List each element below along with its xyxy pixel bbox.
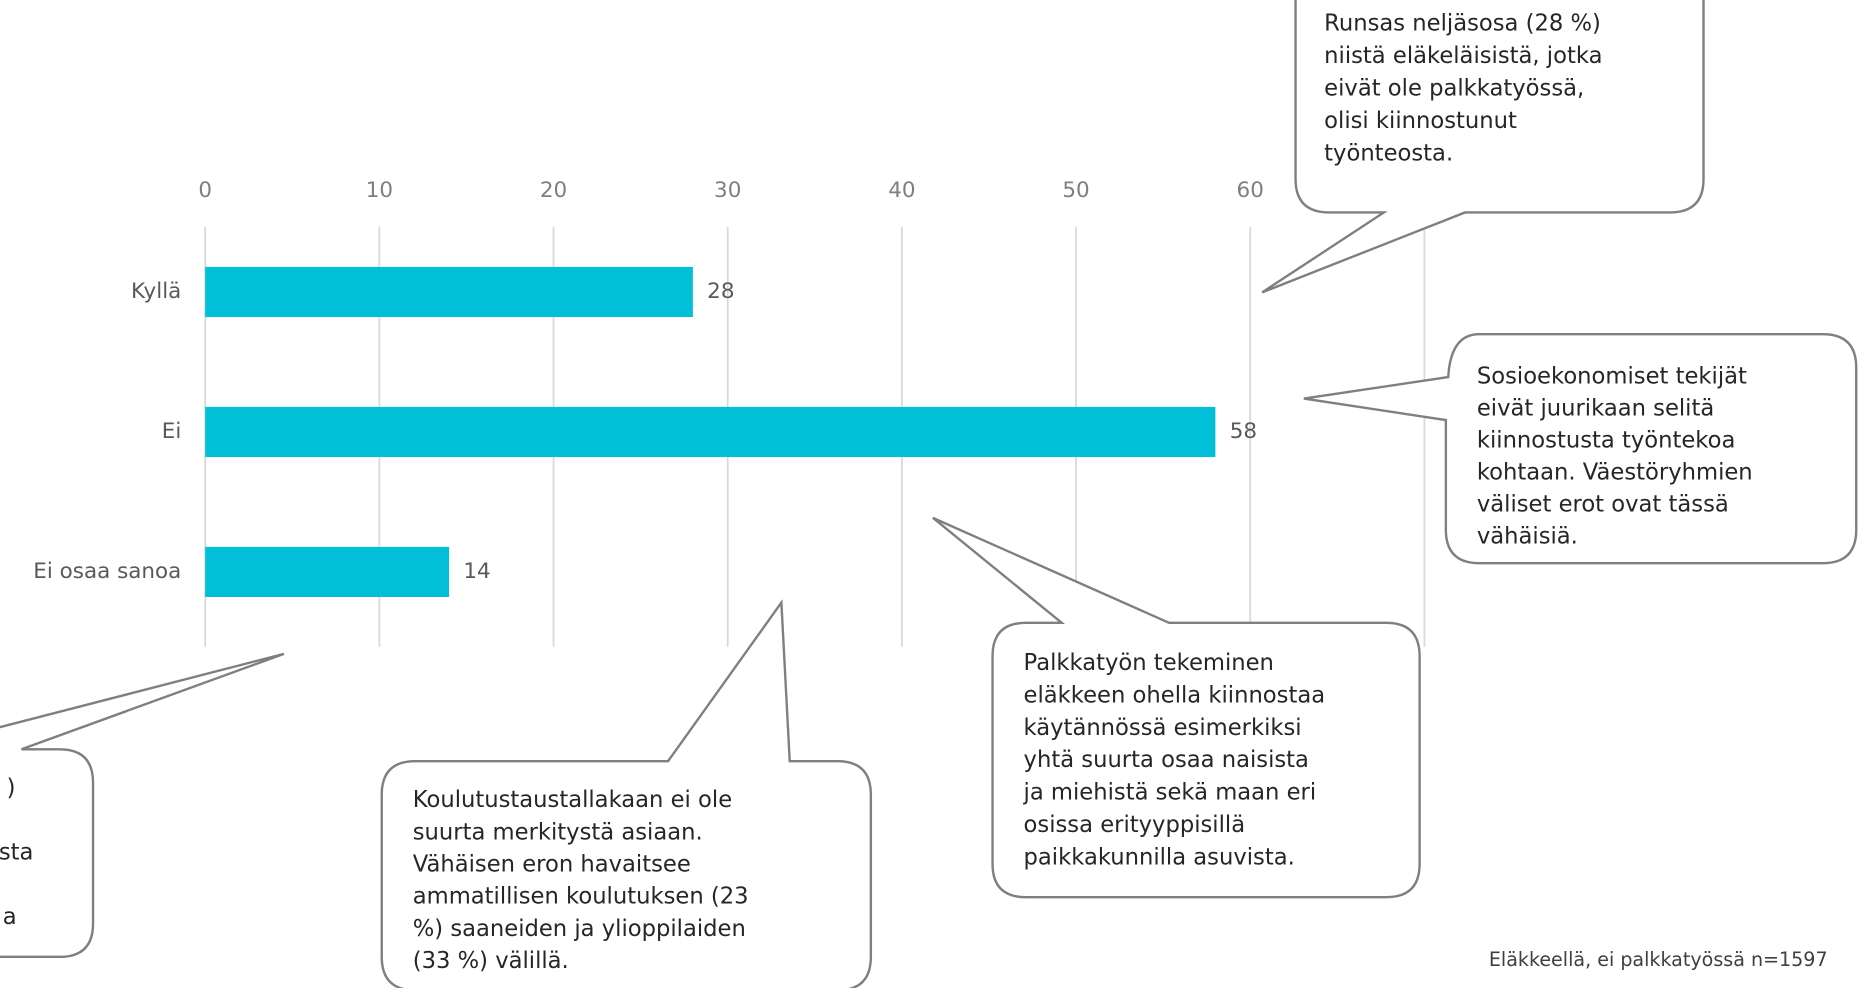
- x-tick-label: 10: [366, 178, 393, 203]
- annotation-line: olisi kiinnostunut: [1324, 108, 1517, 134]
- annotation-line: väliset erot ovat tässä: [1477, 491, 1729, 517]
- annotation-line: eläkkeen ohella kiinnostaa: [1024, 682, 1326, 708]
- x-tick-label: 40: [888, 178, 915, 203]
- annotation-line: ammatillisen koulutuksen (23: [413, 884, 749, 910]
- callout: [380, 599, 873, 988]
- annotation-line: eivät juurikaan selitä: [1477, 396, 1714, 422]
- bar: [205, 406, 1216, 458]
- value-label: 14: [463, 559, 490, 584]
- annotation-line: Runsas neljäsosa (28 %): [1324, 10, 1601, 36]
- annotation-line: paikkakunnilla asuvista.: [1024, 845, 1295, 871]
- annotations: Runsas neljäsosa (28 %) niistä eläkeläisi…: [0, 10, 1753, 974]
- x-tick-label: 20: [540, 178, 567, 203]
- value-label: 28: [707, 279, 734, 304]
- y-tick-label: Ei: [162, 419, 182, 444]
- x-tick-label: 60: [1237, 178, 1264, 203]
- callout: [1261, 0, 1705, 294]
- annotation-line: (33 %) välillä.: [413, 948, 569, 974]
- bar: [205, 546, 450, 597]
- annotation-line: Palkkatyön tekeminen: [1024, 650, 1274, 676]
- x-tick-label: 50: [1062, 178, 1089, 203]
- value-label: 58: [1230, 419, 1257, 444]
- callout: [1303, 332, 1858, 565]
- footnote: Eläkkeellä, ei palkkatyössä n=1597: [1489, 949, 1828, 971]
- x-tick-label: 0: [198, 178, 212, 203]
- annotation-line: vähäisiä.: [1477, 523, 1578, 549]
- annotation-line: a: [3, 904, 17, 930]
- annotation-line: niistä eläkeläisistä, jotka: [1324, 43, 1602, 69]
- annotation-line: kiinnostusta työntekoa: [1477, 428, 1736, 454]
- callout: [0, 652, 285, 959]
- annotation-line: eivät ole palkkatyössä,: [1324, 76, 1584, 102]
- y-tick-label: Kyllä: [131, 279, 181, 304]
- annotation-line: ja miehistä sekä maan eri: [1023, 780, 1317, 806]
- annotation-line: ): [7, 775, 16, 801]
- annotation-line: %) saaneiden ja ylioppilaiden: [413, 916, 746, 942]
- annotation-line: käytännössä esimerkiksi: [1024, 715, 1302, 741]
- plot: Kyllä 28 Ei 58 Ei osaa sanoa 14: [33, 266, 1257, 597]
- annotation-line: Sosioekonomiset tekijät: [1477, 364, 1747, 390]
- annotation-line: sta: [0, 840, 33, 866]
- bar: [205, 266, 693, 318]
- annotation-line: työnteosta.: [1324, 141, 1453, 167]
- annotation-line: yhtä suurta osaa naisista: [1024, 747, 1309, 773]
- annotation-line: kohtaan. Väestöryhmien: [1477, 460, 1753, 486]
- annotation-line: Koulutustaustallakaan ei ole: [413, 787, 732, 813]
- annotation-line: suurta merkitystä asiaan.: [413, 819, 703, 845]
- callout: [932, 516, 1421, 899]
- annotation-line: osissa erityyppisillä: [1024, 812, 1246, 838]
- annotation-line: Vähäisen eron havaitsee: [413, 852, 691, 878]
- y-tick-label: Ei osaa sanoa: [33, 559, 181, 584]
- x-tick-label: 30: [714, 178, 741, 203]
